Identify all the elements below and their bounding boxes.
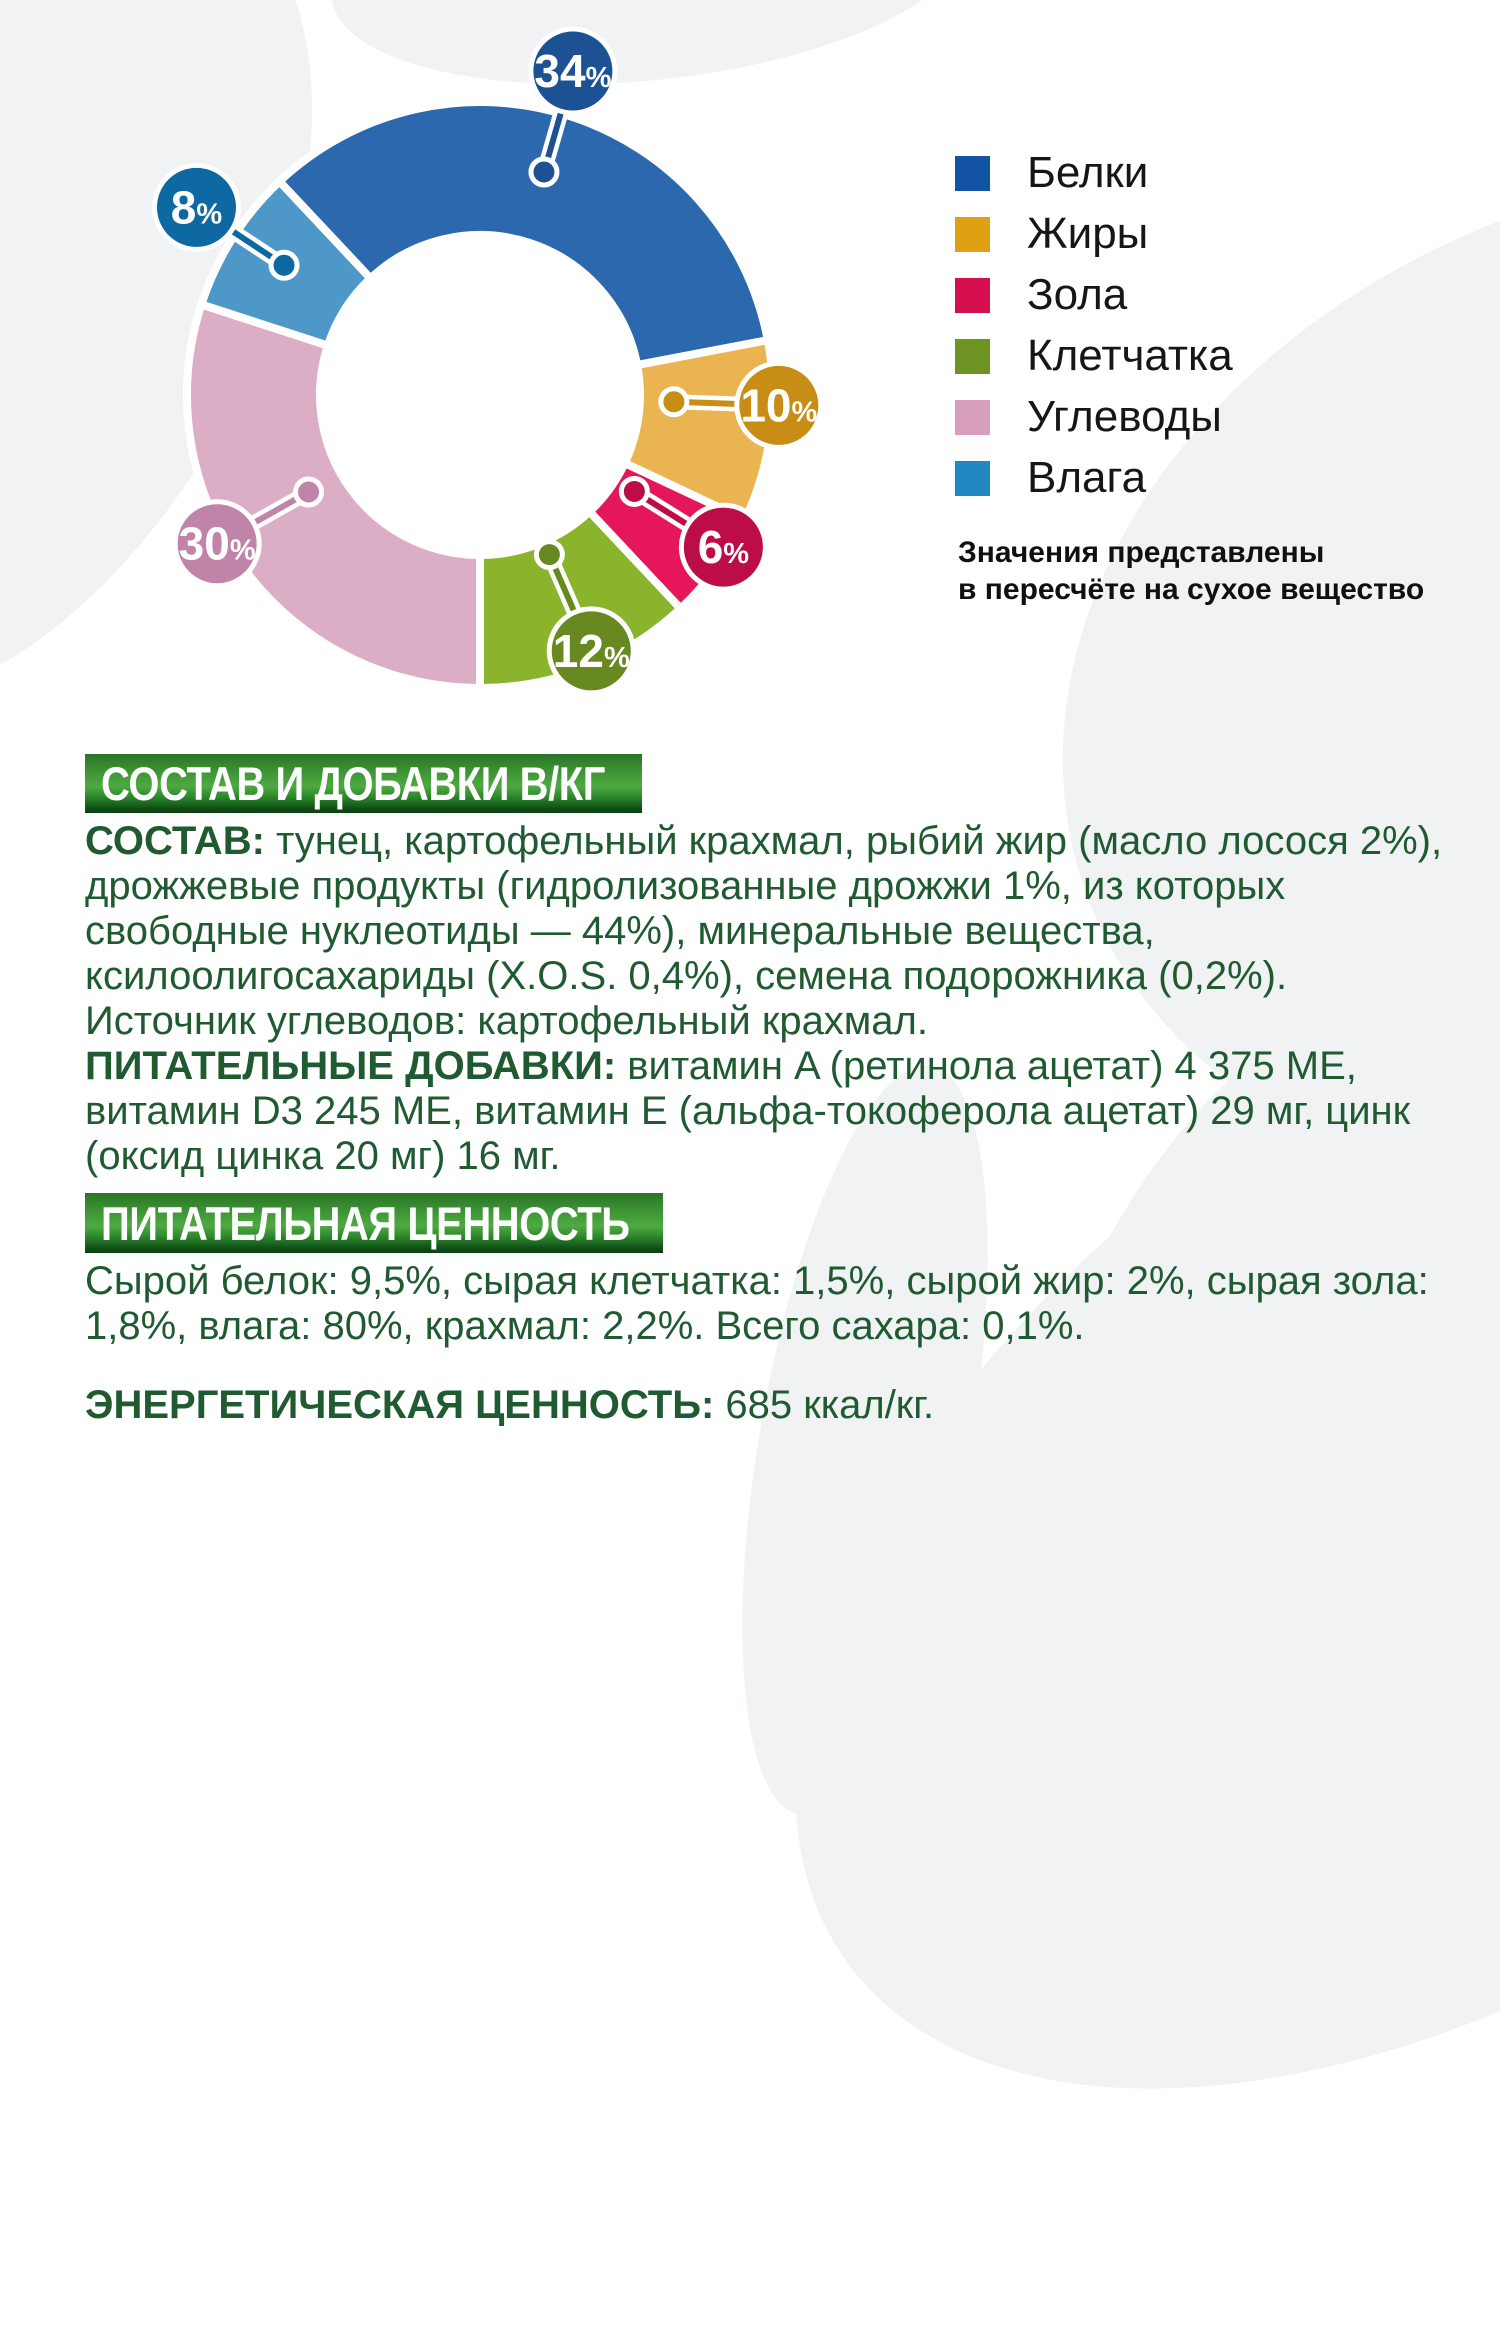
- legend-swatch: [955, 216, 990, 252]
- callout-value: 30%: [179, 518, 256, 570]
- callout-bubble: [546, 606, 636, 696]
- composition-text: тунец, картофельный крахмал, рыбий жир (…: [85, 819, 1443, 1043]
- composition-paragraph: СОСТАВ: тунец, картофельный крахмал, рыб…: [85, 819, 1457, 1044]
- chart-legend: Белки Жиры Зола Клетчатка Углеводы Влага: [955, 151, 1233, 500]
- donut-segment-Углеводы: [183, 300, 484, 692]
- additives-label: ПИТАТЕЛЬНЫЕ ДОБАВКИ:: [85, 1044, 617, 1088]
- additives-paragraph: ПИТАТЕЛЬНЫЕ ДОБАВКИ: витамин A (ретинола…: [85, 1044, 1457, 1179]
- legend-label: Клетчатка: [1027, 331, 1233, 380]
- composition-label: СОСТАВ:: [85, 819, 265, 863]
- legend-item-Углеводы: Углеводы: [955, 395, 1233, 439]
- donut-chart: 34% 10% 6%12% 30% 8%: [151, 26, 824, 696]
- legend-item-Жиры: Жиры: [955, 212, 1233, 256]
- callout-anchor-dot: [618, 475, 650, 507]
- donut-callout-Клетчатка: 12%: [533, 539, 636, 696]
- analysis-paragraph: Сырой белок: 9,5%, сырая клетчатка: 1,5%…: [85, 1259, 1429, 1348]
- donut-callout-Белки: 34%: [528, 26, 618, 188]
- section-header-text: СОСТАВ И ДОБАВКИ В/КГ: [101, 757, 605, 810]
- section-header-text: ПИТАТЕЛЬНАЯ ЦЕННОСТЬ: [101, 1196, 630, 1250]
- legend-label: Зола: [1027, 270, 1128, 319]
- callout-bubble: [151, 162, 241, 252]
- callout-value: 34%: [534, 45, 611, 97]
- chart-note: Значения представлены в пересчёте на сух…: [958, 534, 1424, 608]
- legend-swatch: [955, 338, 990, 374]
- energy-paragraph: ЭНЕРГЕТИЧЕСКАЯ ЦЕННОСТЬ: 685 ккал/кг.: [85, 1383, 1457, 1428]
- donut-segment-Белки: [275, 98, 772, 370]
- legend-item-Белки: Белки: [955, 151, 1233, 195]
- legend-label: Влага: [1027, 453, 1147, 502]
- callout-anchor-dot: [268, 249, 300, 281]
- callout-bubble: [678, 502, 768, 592]
- chart-note-line: Значения представлены: [958, 536, 1325, 569]
- donut-callout-Зола: 6%: [618, 475, 768, 592]
- chart-note-line: в пересчёте на сухое вещество: [958, 573, 1425, 606]
- callout-anchor-dot: [658, 386, 690, 418]
- callout-anchor-dot: [293, 476, 325, 508]
- legend-label: Жиры: [1027, 209, 1149, 258]
- donut-callout-Жиры: 10%: [658, 360, 824, 450]
- legend-label: Углеводы: [1027, 392, 1222, 441]
- legend-item-Зола: Зола: [955, 273, 1233, 317]
- donut-callout-Влага: 8%: [151, 162, 300, 281]
- callout-anchor-dot: [533, 539, 565, 571]
- callout-bubble: [734, 360, 824, 450]
- legend-label: Белки: [1027, 148, 1149, 197]
- legend-swatch: [955, 155, 990, 191]
- legend-item-Клетчатка: Клетчатка: [955, 334, 1233, 378]
- text-sections: СОСТАВ И ДОБАВКИ В/КГ СОСТАВ: тунец, кар…: [85, 754, 1457, 1428]
- legend-swatch: [955, 277, 990, 313]
- energy-label: ЭНЕРГЕТИЧЕСКАЯ ЦЕННОСТЬ:: [85, 1383, 715, 1427]
- additives-text: витамин A (ретинола ацетат) 4 375 МЕ, ви…: [85, 1044, 1411, 1178]
- legend-swatch: [955, 460, 990, 496]
- donut-callout-Углеводы: 30%: [172, 476, 325, 589]
- legend-item-Влага: Влага: [955, 456, 1233, 500]
- energy-value: 685 ккал/кг.: [714, 1383, 935, 1427]
- callout-bubble: [528, 26, 618, 116]
- callout-bubble: [172, 499, 262, 589]
- section-header-composition: СОСТАВ И ДОБАВКИ В/КГ: [85, 754, 642, 813]
- callout-anchor-dot: [528, 156, 560, 188]
- section-header-nutrition: ПИТАТЕЛЬНАЯ ЦЕННОСТЬ: [85, 1193, 663, 1253]
- legend-swatch: [955, 399, 990, 435]
